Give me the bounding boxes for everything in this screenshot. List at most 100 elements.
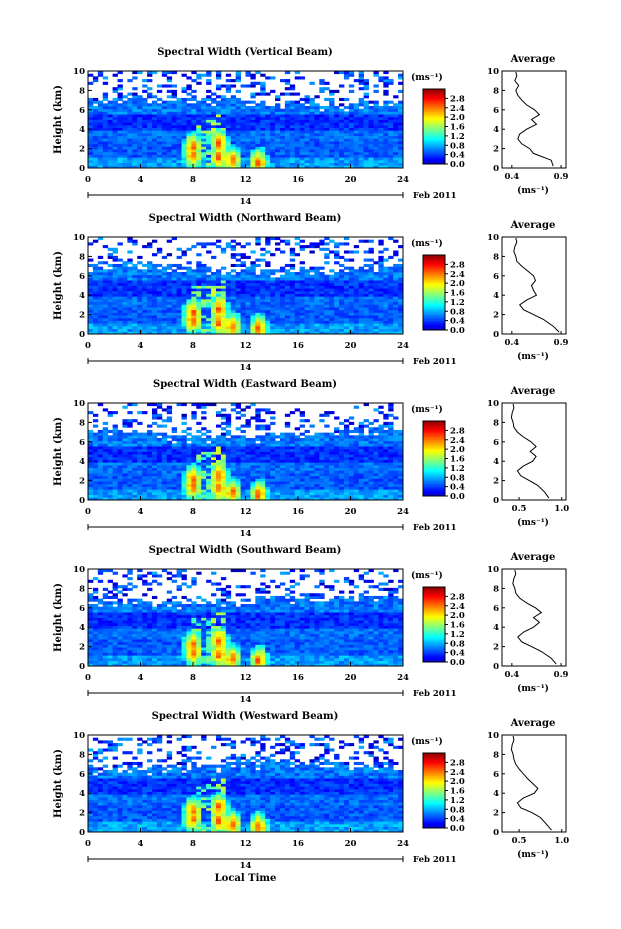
heatmap-cell — [240, 467, 246, 471]
heatmap-cell — [393, 304, 399, 308]
heatmap-cell — [324, 255, 330, 259]
heatmap-cell — [102, 280, 109, 284]
heatmap-cell — [225, 494, 232, 498]
heatmap-cell — [294, 124, 301, 128]
heatmap-cell — [334, 71, 340, 75]
heatmap-cell — [343, 296, 350, 300]
heatmap-cell — [107, 478, 114, 482]
heatmap-cell — [230, 323, 237, 327]
heatmap-cell — [309, 483, 315, 487]
heatmap-cell — [132, 274, 138, 278]
heatmap-cell — [339, 331, 345, 335]
heatmap-cell — [225, 429, 232, 434]
heatmap-cell — [137, 443, 143, 447]
heatmap-cell — [358, 159, 365, 164]
heatmap-cell — [393, 290, 399, 294]
heatmap-cell — [225, 459, 232, 463]
heatmap-cell — [245, 272, 251, 276]
heatmap-cell — [255, 146, 261, 150]
heatmap-cell — [127, 435, 133, 439]
heatmap-cell — [201, 462, 207, 466]
heatmap-cell — [142, 84, 148, 88]
heatmap-cell — [388, 280, 394, 284]
average-profile-line — [513, 237, 560, 333]
heatmap-cell — [378, 290, 384, 294]
heatmap-cell — [270, 320, 276, 324]
heatmap-cell — [122, 132, 128, 137]
heatmap-cell — [97, 491, 104, 496]
heatmap-cell — [393, 317, 399, 321]
heatmap-cell — [166, 79, 173, 83]
heatmap-cell — [299, 459, 305, 463]
heatmap-cell — [245, 301, 251, 305]
heatmap-cell — [92, 419, 99, 423]
heatmap-cell — [161, 451, 168, 455]
heatmap-cell — [289, 448, 296, 452]
colorbar-swatch — [423, 113, 445, 116]
heatmap-cell — [142, 138, 148, 142]
heatmap-cell — [147, 320, 153, 324]
heatmap-cell — [161, 320, 168, 324]
heatmap-cell — [275, 293, 281, 297]
heatmap-cell — [294, 288, 301, 292]
heatmap-cell — [127, 432, 133, 436]
heatmap-cell — [201, 127, 207, 131]
heatmap-cell — [211, 331, 217, 335]
heatmap-cell — [156, 473, 163, 477]
heatmap-cell — [142, 312, 148, 316]
heatmap-cell — [230, 97, 237, 102]
heatmap-cell — [294, 494, 301, 498]
heatmap-cell — [383, 143, 389, 147]
heatmap-cell — [97, 277, 104, 281]
heatmap-cell — [201, 266, 207, 270]
heatmap-cell — [88, 307, 94, 311]
heatmap-cell — [279, 127, 286, 131]
heatmap-cell — [176, 282, 182, 286]
heatmap-cell — [215, 103, 222, 107]
heatmap-cell — [270, 478, 276, 482]
heatmap-cell — [176, 149, 182, 153]
heatmap-cell — [92, 122, 99, 126]
heatmap-cell — [122, 124, 128, 128]
heatmap-cell — [220, 280, 227, 284]
heatmap-cell — [284, 454, 291, 458]
heatmap-cell — [289, 483, 296, 487]
heatmap-cell — [186, 84, 192, 88]
heatmap-cell — [211, 97, 217, 102]
heatmap-cell — [319, 151, 325, 155]
heatmap-cell — [201, 440, 207, 444]
heatmap-cell — [211, 448, 217, 452]
heatmap-cell — [368, 307, 374, 311]
heatmap-cell — [186, 114, 192, 118]
heatmap-cell — [265, 154, 271, 158]
heatmap-cell — [353, 138, 360, 142]
heatmap-cell — [279, 475, 286, 479]
heatmap-cell — [284, 325, 291, 330]
heatmap-cell — [378, 255, 384, 259]
heatmap-cell — [117, 79, 123, 83]
heatmap-cell — [329, 103, 335, 107]
y-tick-label: 2 — [79, 311, 85, 321]
heatmap-cell — [201, 73, 207, 77]
heatmap-cell — [215, 274, 222, 278]
heatmap-cell — [358, 307, 365, 311]
heatmap-cell — [215, 298, 222, 303]
heatmap-cell — [398, 149, 404, 153]
heatmap-cell — [289, 440, 296, 444]
heatmap-cell — [294, 285, 301, 289]
heatmap-cell — [373, 309, 379, 313]
heatmap-cell — [166, 301, 173, 305]
heatmap-cell — [304, 315, 310, 319]
heatmap-cell — [88, 328, 94, 332]
heatmap-cell — [171, 459, 177, 463]
heatmap-cell — [284, 280, 291, 284]
heatmap-cell — [151, 328, 158, 332]
heatmap-cell — [215, 446, 222, 450]
heatmap-cell — [304, 116, 310, 120]
heatmap-cell — [186, 491, 192, 496]
heatmap-cell — [107, 154, 114, 158]
heatmap-cell — [186, 159, 192, 164]
heatmap-cell — [378, 315, 384, 319]
heatmap-cell — [176, 114, 182, 118]
